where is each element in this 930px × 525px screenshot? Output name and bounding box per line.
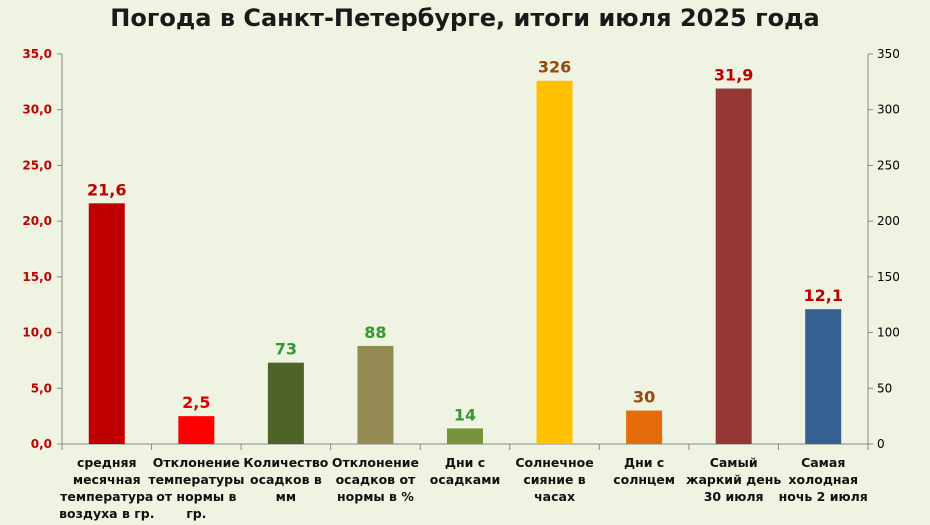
y-left-tick-label: 5,0: [31, 381, 52, 395]
x-category-label: Количество осадков в мм: [238, 454, 334, 505]
x-category-label: средняя месячная температура воздуха в гр.: [59, 454, 155, 522]
bar: [626, 410, 663, 444]
x-category-label-line: Солнечное: [515, 455, 594, 470]
x-category-label-line: Самый: [709, 455, 758, 470]
bar: [447, 428, 483, 444]
x-category-label-line: Количество: [243, 455, 329, 470]
x-category-label-line: осадками: [429, 472, 501, 487]
y-right-tick-label: 300: [877, 103, 900, 117]
y-right-tick-label: 350: [877, 47, 900, 61]
bar: [715, 88, 752, 445]
x-category-label-line: часах: [534, 489, 576, 504]
y-right-tick-label: 250: [877, 158, 900, 172]
x-category-label: Солнечное сияние в часах: [507, 454, 603, 505]
x-category-label: Дни с осадками: [417, 454, 513, 488]
y-left-tick-label: 25,0: [22, 158, 52, 172]
x-category-label-line: солнцем: [613, 472, 675, 487]
bar-value-label: 30: [633, 388, 655, 407]
bar-value-label: 326: [538, 58, 571, 77]
bar: [267, 362, 304, 444]
y-left-tick-label: 35,0: [22, 47, 52, 61]
bar: [357, 345, 394, 444]
y-left-tick-label: 20,0: [22, 214, 52, 228]
x-category-label-line: 30 июля: [703, 489, 764, 504]
x-category-label-line: от нормы в гр.: [156, 489, 237, 521]
x-category-label-line: воздуха в гр.: [59, 506, 155, 521]
x-category-label-line: Дни с: [444, 455, 486, 470]
x-category-label-line: температура: [60, 489, 154, 504]
bar-value-label: 21,6: [87, 180, 126, 199]
y-left-tick-label: 30,0: [22, 103, 52, 117]
bar-value-label: 14: [454, 405, 476, 424]
x-category-label: Самый жаркий день 30 июля: [686, 454, 782, 505]
x-category-label-line: нормы в %: [337, 489, 414, 504]
x-category-label: Отклонение температуры от нормы в гр.: [148, 454, 244, 522]
y-right-tick-label: 150: [877, 270, 900, 284]
y-right-tick-label: 50: [877, 381, 892, 395]
bar-value-label: 88: [364, 323, 386, 342]
x-category-label-line: месячная: [72, 472, 141, 487]
x-category-label-line: Отклонение: [152, 455, 240, 470]
x-category-label: Дни с солнцем: [596, 454, 692, 488]
x-category-label-line: осадков от: [335, 472, 416, 487]
x-category-label-line: температуры: [148, 472, 245, 487]
x-category-label-line: жаркий день: [686, 472, 782, 487]
x-category-label-line: Дни с: [623, 455, 665, 470]
x-category-label-line: ночь 2 июля: [778, 489, 868, 504]
x-category-label-line: холодная: [788, 472, 859, 487]
bar-value-label: 12,1: [803, 286, 842, 305]
x-category-label-line: Самая: [801, 455, 846, 470]
x-category-label-line: Отклонение: [331, 455, 419, 470]
y-left-tick-label: 10,0: [22, 326, 52, 340]
bar-value-label: 31,9: [714, 66, 753, 85]
y-left-tick-label: 0,0: [31, 437, 52, 451]
x-category-label-line: сияние в: [523, 472, 586, 487]
x-category-label: Отклонение осадков от нормы в %: [327, 454, 423, 505]
chart-title: Погода в Санкт-Петербурге, итоги июля 20…: [110, 4, 820, 32]
bar: [88, 203, 125, 444]
y-right-tick-label: 0: [877, 437, 885, 451]
x-category-label: Самая холодная ночь 2 июля: [775, 454, 871, 505]
y-right-tick-label: 200: [877, 214, 900, 228]
x-category-label-line: средняя: [76, 455, 137, 470]
y-left-tick-label: 15,0: [22, 270, 52, 284]
bar: [805, 309, 842, 444]
x-category-label-line: осадков в мм: [249, 472, 322, 504]
bar: [178, 416, 215, 444]
y-right-tick-label: 100: [877, 326, 900, 340]
bar-value-label: 2,5: [182, 393, 210, 412]
bar: [536, 80, 573, 444]
bar-value-label: 73: [275, 340, 297, 359]
